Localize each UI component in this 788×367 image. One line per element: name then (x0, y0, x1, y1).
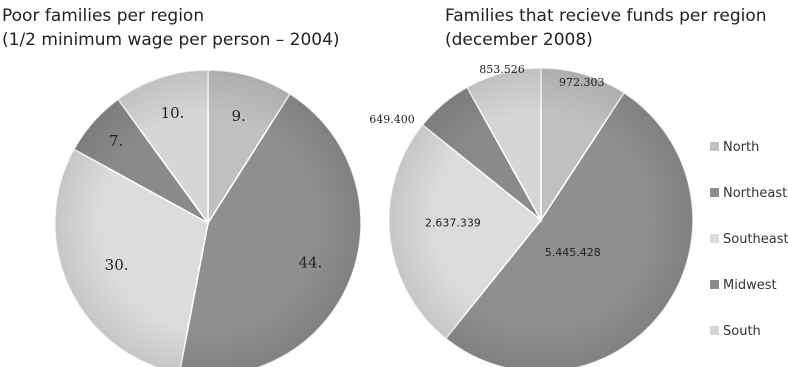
legend-swatch-midwest (710, 280, 719, 289)
left-pie-chart: 9. 44. 30. 7. 10. (54, 69, 362, 367)
legend-label-north: North (723, 140, 759, 155)
legend-label-northeast: Northeast (723, 186, 787, 201)
right-pie-chart: 972.303 5.445.428 2.637.339 649.400 853.526 (369, 63, 694, 367)
legend-label-southeast: Southeast (723, 232, 788, 247)
legend-swatch-north (710, 142, 719, 151)
legend-item-northeast: Northeast (710, 186, 787, 201)
right-pie-label-northeast: 5.445.428 (545, 246, 601, 259)
right-chart-title-line2: (december 2008) (445, 30, 593, 50)
legend-swatch-south (710, 326, 719, 335)
left-pie-label-north: 9. (232, 107, 246, 125)
legend: North Northeast Southeast Midwest South (710, 140, 788, 339)
right-pie-label-midwest: 649.400 (369, 113, 415, 126)
left-chart-title-line2: (1/2 minimum wage per person – 2004) (2, 30, 340, 50)
legend-swatch-southeast (710, 234, 719, 243)
right-chart-title-line1: Families that recieve funds per region (445, 6, 767, 26)
right-pie-label-north: 972.303 (559, 76, 605, 89)
right-pie-label-southeast: 2.637.339 (425, 216, 481, 229)
left-pie-label-south: 10. (161, 104, 185, 122)
legend-item-north: North (710, 140, 759, 155)
legend-label-midwest: Midwest (723, 278, 777, 293)
legend-item-southeast: Southeast (710, 232, 788, 247)
right-pie-label-south: 853.526 (479, 63, 525, 76)
left-pie-label-midwest: 7. (109, 132, 123, 150)
legend-item-south: South (710, 324, 761, 339)
left-pie-label-southeast: 30. (105, 256, 129, 274)
right-chart-title: Families that recieve funds per region (… (445, 4, 767, 52)
legend-swatch-northeast (710, 188, 719, 197)
legend-item-midwest: Midwest (710, 278, 777, 293)
left-chart-title: Poor families per region (1/2 minimum wa… (2, 4, 340, 52)
left-chart-title-line1: Poor families per region (2, 6, 205, 26)
left-pie-label-northeast: 44. (298, 254, 322, 272)
legend-label-south: South (723, 324, 761, 339)
